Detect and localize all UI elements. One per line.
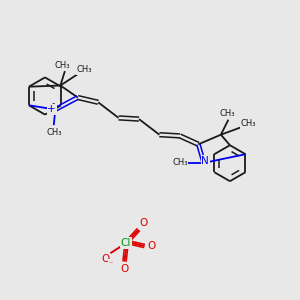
Text: CH₃: CH₃ — [172, 158, 188, 167]
Text: ⁻: ⁻ — [108, 260, 112, 268]
Text: O: O — [101, 254, 109, 264]
Text: O: O — [120, 264, 129, 274]
Text: CH₃: CH₃ — [219, 109, 235, 118]
Text: CH₃: CH₃ — [46, 128, 62, 137]
Text: CH₃: CH₃ — [76, 65, 92, 74]
Text: CH₃: CH₃ — [240, 119, 256, 128]
Text: CH₃: CH₃ — [54, 61, 70, 70]
Text: O: O — [139, 218, 147, 228]
Text: +: + — [47, 104, 56, 115]
Text: O: O — [147, 241, 155, 251]
Text: Cl: Cl — [121, 238, 131, 248]
Text: N: N — [201, 155, 209, 166]
